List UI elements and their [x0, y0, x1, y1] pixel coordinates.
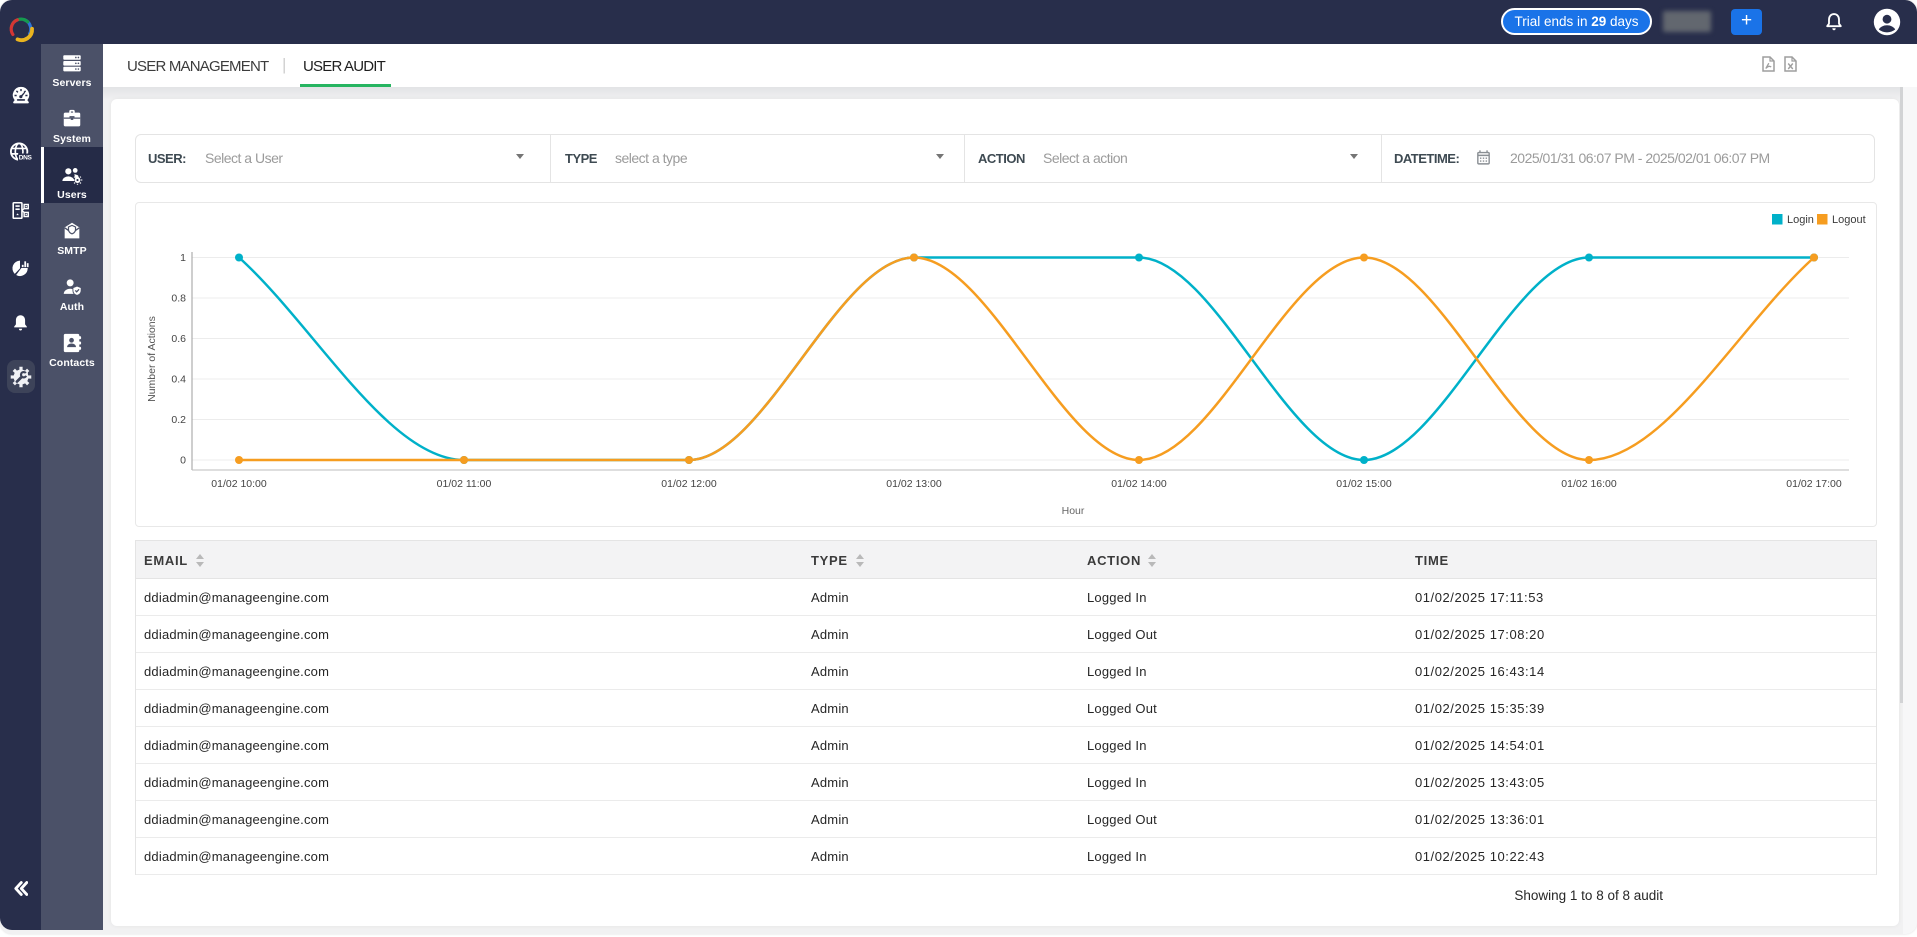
svg-text:0: 0: [180, 455, 186, 467]
svg-text:1: 1: [180, 252, 186, 264]
svg-text:01/02 13:00: 01/02 13:00: [886, 478, 942, 490]
svg-text:0.8: 0.8: [171, 293, 186, 305]
svg-text:01/02 12:00: 01/02 12:00: [661, 478, 717, 490]
svg-text:Number of Actions: Number of Actions: [146, 316, 158, 402]
svg-text:0.4: 0.4: [171, 374, 186, 386]
svg-text:DNS: DNS: [19, 155, 32, 162]
svg-text:0.6: 0.6: [171, 333, 186, 345]
svg-text:01/02 14:00: 01/02 14:00: [1111, 478, 1167, 490]
svg-text:Login: Login: [1787, 214, 1814, 226]
svg-text:01/02 15:00: 01/02 15:00: [1336, 478, 1392, 490]
svg-text:Hour: Hour: [1062, 505, 1085, 517]
svg-text:Logout: Logout: [1832, 214, 1866, 226]
svg-text:01/02 16:00: 01/02 16:00: [1561, 478, 1617, 490]
svg-text:0.2: 0.2: [171, 414, 186, 426]
svg-text:01/02 17:00: 01/02 17:00: [1786, 478, 1842, 490]
svg-text:01/02 10:00: 01/02 10:00: [211, 478, 267, 490]
svg-text:01/02 11:00: 01/02 11:00: [437, 478, 492, 490]
